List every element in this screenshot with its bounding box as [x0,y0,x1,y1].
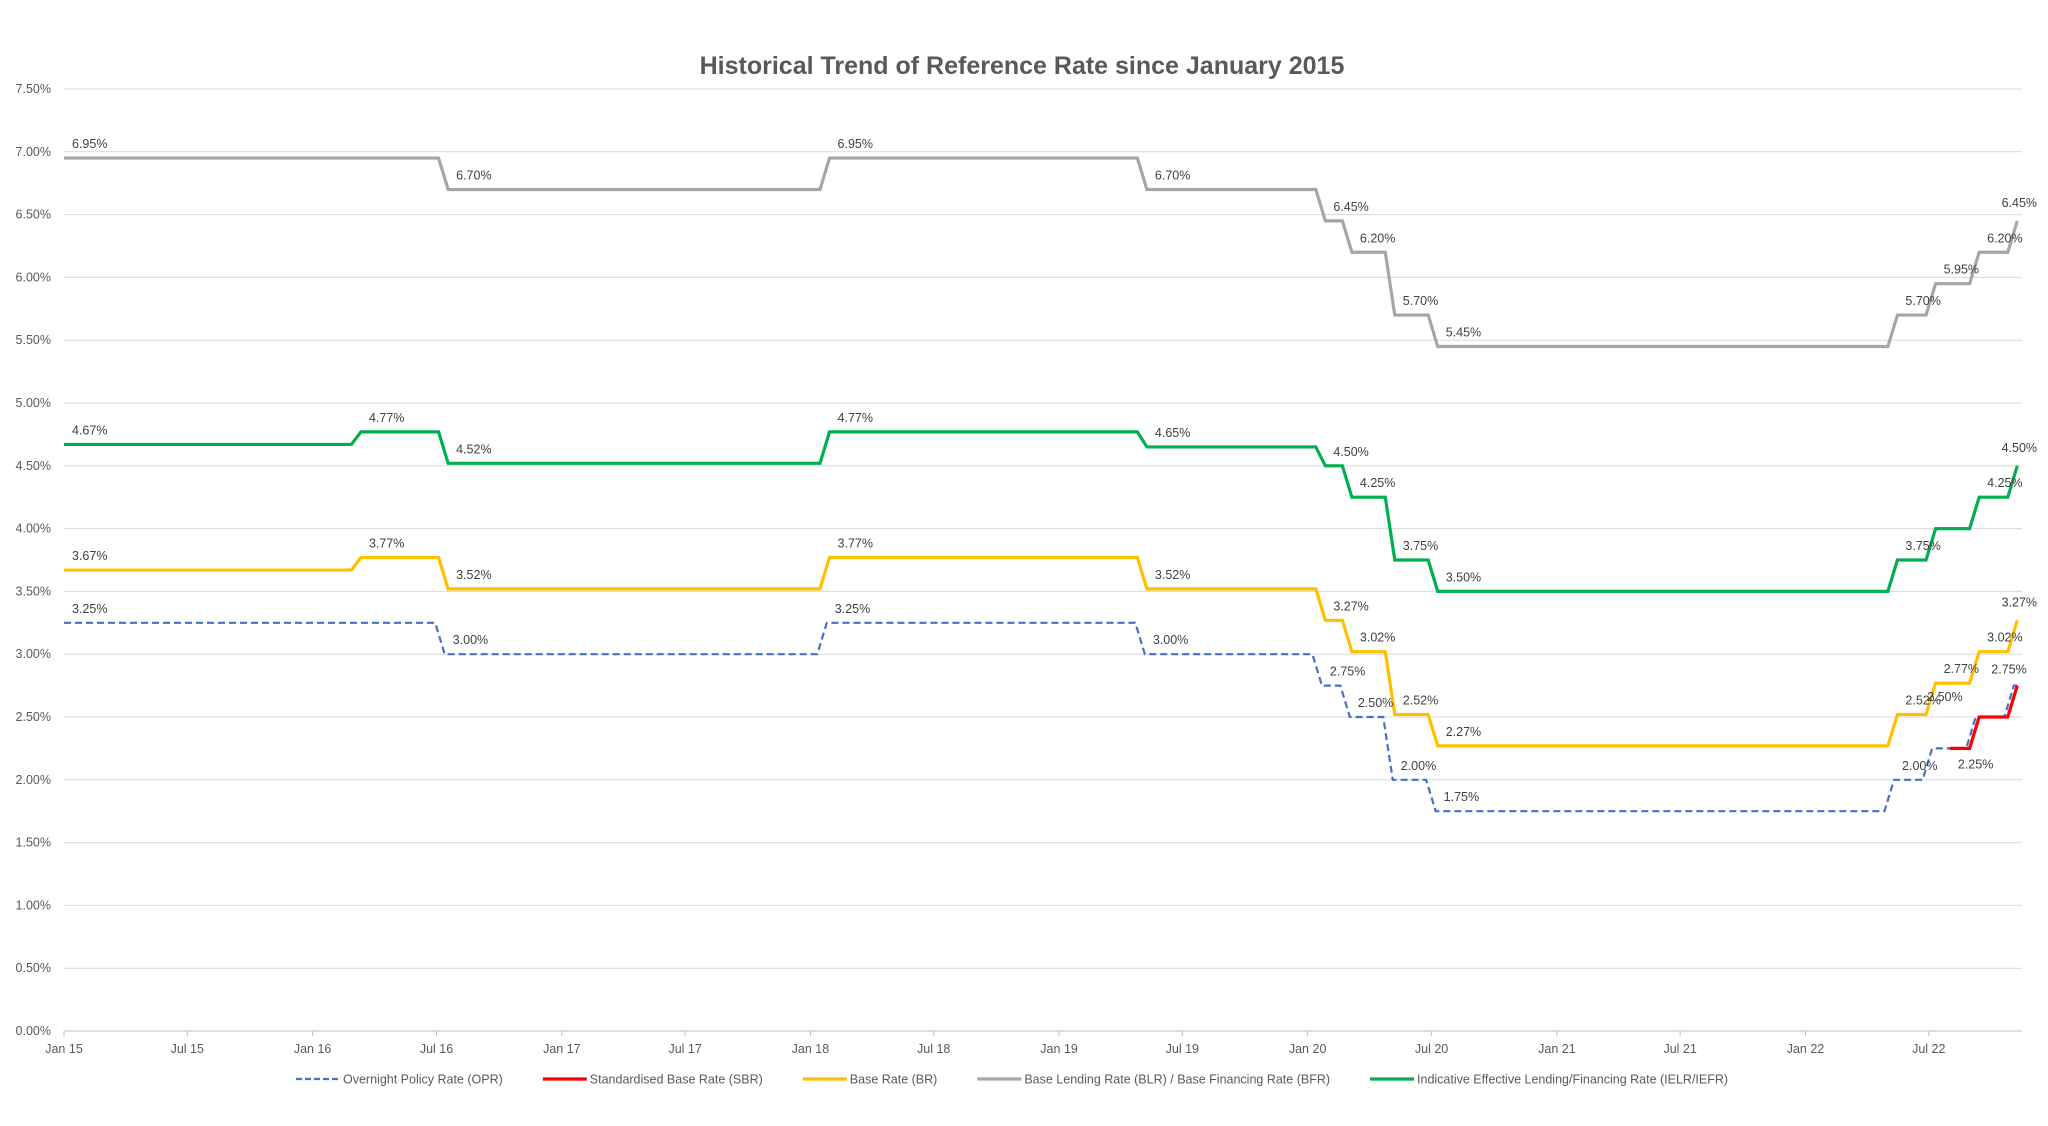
y-tick-label: 0.00% [16,1024,51,1038]
data-label: 3.77% [369,536,404,550]
y-tick-label: 5.50% [16,333,51,347]
data-label: 3.00% [1153,633,1188,647]
x-tick-label: Jan 22 [1787,1042,1825,1056]
x-tick-label: Jul 22 [1912,1042,1945,1056]
data-label: 1.75% [1444,790,1479,804]
data-label: 4.77% [369,411,404,425]
data-label: 4.25% [1987,476,2022,490]
data-label: 2.50% [1927,690,1962,704]
data-label: 2.52% [1905,693,1940,707]
y-tick-label: 1.00% [16,898,51,912]
series-line-4 [1949,685,2019,751]
legend-entry: Overnight Policy Rate (OPR) [343,1073,503,1087]
data-label: 6.95% [838,137,873,151]
data-label: 2.27% [1446,725,1481,739]
series-line-3 [64,621,2018,813]
x-tick-label: Jan 17 [543,1042,581,1056]
data-labels: 6.95% 6.70% 6.95% 6.70% 6.45% 6.20% 5.70% 5.45%… [72,137,2037,804]
data-label: 6.45% [2002,196,2037,210]
data-label: 4.77% [838,411,873,425]
data-label: 6.70% [1155,168,1190,182]
data-label: 2.75% [1330,665,1365,679]
data-label: 4.65% [1155,426,1190,440]
legend-entry: Indicative Effective Lending/Financing R… [1417,1073,1728,1087]
y-tick-label: 2.00% [16,773,51,787]
x-axis: Jan 15 Jul 15 Jan 16 Jul 16 Jan 17 Jul 17 Jan … [45,1031,1945,1056]
legend-entry: Base Lending Rate (BLR) / Base Financing… [1024,1073,1330,1087]
data-label: 2.77% [1944,662,1979,676]
y-tick-label: 2.50% [16,710,51,724]
y-tick-label: 3.50% [16,584,51,598]
data-label: 3.75% [1905,539,1940,553]
series-line-1 [64,430,2019,594]
x-tick-label: Jul 19 [1166,1042,1199,1056]
data-label: 4.50% [2002,441,2037,455]
data-label: 5.70% [1403,294,1438,308]
x-tick-label: Jan 18 [792,1042,830,1056]
data-label: 2.52% [1403,693,1438,707]
data-label: 3.27% [2002,595,2037,609]
data-label: 5.95% [1944,263,1979,277]
data-label: 6.20% [1987,231,2022,245]
data-label: 3.02% [1987,631,2022,645]
y-tick-label: 4.50% [16,459,51,473]
y-tick-label: 6.50% [16,208,51,222]
data-label: 2.00% [1902,759,1937,773]
data-label: 3.50% [1446,570,1481,584]
data-label: 4.67% [72,423,107,437]
data-label: 6.45% [1333,200,1368,214]
x-tick-label: Jul 20 [1415,1042,1448,1056]
x-tick-label: Jan 20 [1289,1042,1327,1056]
y-tick-label: 7.00% [16,145,51,159]
data-label: 3.02% [1360,631,1395,645]
y-tick-label: 4.00% [16,522,51,536]
series-line-0 [64,156,2019,349]
data-label: 2.50% [1358,696,1393,710]
legend-entry: Standardised Base Rate (SBR) [590,1073,763,1087]
y-tick-label: 5.00% [16,396,51,410]
legend-entry: Base Rate (BR) [850,1073,938,1087]
chart-title: Historical Trend of Reference Rate since… [700,52,1345,80]
data-label: 3.77% [838,536,873,550]
legend: Overnight Policy Rate (OPR) Standardised … [296,1073,1728,1087]
data-label: 2.75% [1991,663,2026,677]
data-label: 3.25% [72,602,107,616]
y-tick-label: 0.50% [16,961,51,975]
data-label: 5.45% [1446,325,1481,339]
data-label: 6.20% [1360,231,1395,245]
data-label: 4.50% [1333,445,1368,459]
y-tick-label: 1.50% [16,836,51,850]
y-tick-label: 6.00% [16,270,51,284]
data-label: 3.25% [835,602,870,616]
data-label: 6.70% [456,168,491,182]
y-axis: 0.00% 0.50% 1.00% 1.50% 2.00% 2.50% 3.00% 3.50%… [16,82,51,1038]
series-lines [64,156,2019,813]
data-label: 3.75% [1403,539,1438,553]
data-label: 3.52% [1155,568,1190,582]
y-tick-label: 7.50% [16,82,51,96]
data-label: 5.70% [1905,294,1940,308]
data-label: 3.00% [453,633,488,647]
data-label: 6.95% [72,137,107,151]
data-label: 2.25% [1958,757,1993,771]
y-tick-label: 3.00% [16,647,51,661]
data-label: 2.00% [1401,759,1436,773]
x-tick-label: Jul 17 [668,1042,701,1056]
data-label: 4.52% [456,442,491,456]
data-label: 3.27% [1333,599,1368,613]
series-line-2 [64,555,2019,748]
x-tick-label: Jan 16 [294,1042,332,1056]
data-label: 3.67% [72,549,107,563]
data-label: 3.52% [456,568,491,582]
x-tick-label: Jul 18 [917,1042,950,1056]
x-tick-label: Jul 21 [1663,1042,1696,1056]
data-label: 4.25% [1360,476,1395,490]
x-tick-label: Jul 16 [420,1042,453,1056]
x-tick-label: Jan 19 [1040,1042,1078,1056]
gridlines [64,88,2022,1032]
x-tick-label: Jul 15 [171,1042,204,1056]
x-tick-label: Jan 21 [1538,1042,1576,1056]
x-tick-label: Jan 15 [45,1042,83,1056]
